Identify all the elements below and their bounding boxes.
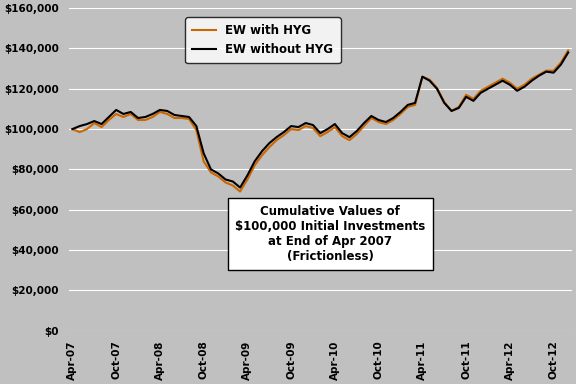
EW without HYG (564, 50, 571, 55)
Legend: EW with HYG, EW without HYG: EW with HYG, EW without HYG (185, 17, 340, 63)
EW with HYG (164, 112, 170, 116)
EW with HYG (558, 60, 564, 65)
EW without HYG (69, 127, 76, 131)
EW without HYG (164, 109, 170, 113)
EW with HYG (361, 124, 367, 128)
EW with HYG (229, 183, 236, 188)
EW without HYG (237, 185, 244, 190)
EW with HYG (244, 177, 251, 182)
EW with HYG (105, 118, 112, 122)
EW without HYG (558, 62, 564, 67)
EW without HYG (361, 121, 367, 125)
EW without HYG (244, 173, 251, 178)
Line: EW with HYG: EW with HYG (73, 50, 568, 192)
EW without HYG (105, 115, 112, 119)
Line: EW without HYG: EW without HYG (73, 53, 568, 187)
Text: Cumulative Values of
$100,000 Initial Investments
at End of Apr 2007
(Frictionle: Cumulative Values of $100,000 Initial In… (235, 205, 426, 263)
EW with HYG (237, 189, 244, 194)
EW without HYG (229, 179, 236, 184)
EW with HYG (564, 48, 571, 53)
EW with HYG (69, 127, 76, 131)
